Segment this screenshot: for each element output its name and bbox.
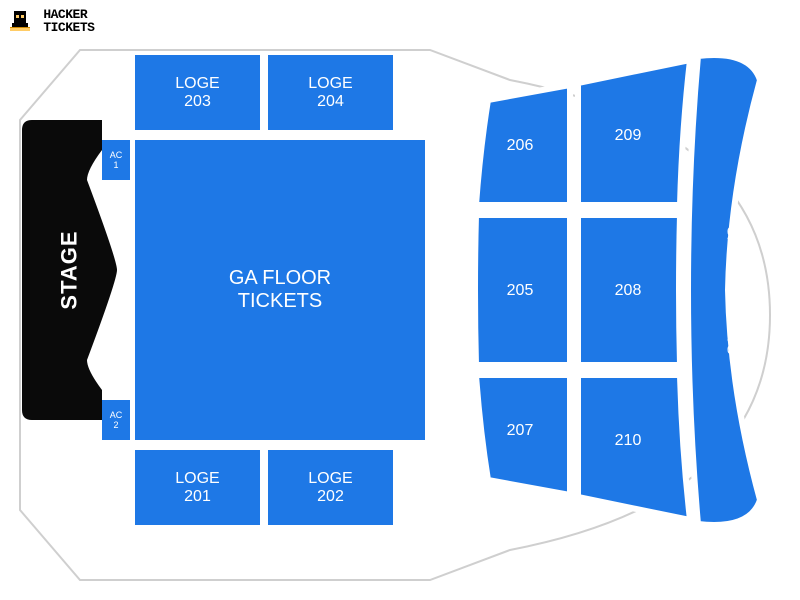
brand-logo: HACKERTICKETS	[8, 8, 94, 34]
section-loge-202[interactable]: LOGE 202	[268, 450, 393, 525]
section-label: LOGE 204	[308, 75, 352, 111]
section-ac-2[interactable]: AC 2	[102, 400, 130, 440]
section-label: LOGE 203	[175, 75, 219, 111]
section-label: GA FLOOR TICKETS	[229, 267, 331, 313]
logo-text: HACKERTICKETS	[43, 8, 94, 34]
section-ga-floor[interactable]: GA FLOOR TICKETS	[135, 140, 425, 440]
section-label: AC 2	[110, 410, 123, 430]
label-206: 206	[507, 137, 534, 154]
section-label: LOGE 202	[308, 470, 352, 506]
stage-label: STAGE	[57, 230, 83, 309]
skybar-label: SKYBAR TICKETS	[724, 226, 741, 354]
section-label: LOGE 201	[175, 470, 219, 506]
section-loge-203[interactable]: LOGE 203	[135, 55, 260, 130]
label-209: 209	[615, 127, 642, 144]
label-207: 207	[507, 422, 534, 439]
label-210: 210	[615, 432, 642, 449]
label-208: 208	[615, 282, 642, 299]
logo-icon	[8, 9, 32, 33]
section-loge-201[interactable]: LOGE 201	[135, 450, 260, 525]
section-label: AC 1	[110, 150, 123, 170]
section-ac-1[interactable]: AC 1	[102, 140, 130, 180]
section-loge-204[interactable]: LOGE 204	[268, 55, 393, 130]
label-205: 205	[507, 282, 534, 299]
